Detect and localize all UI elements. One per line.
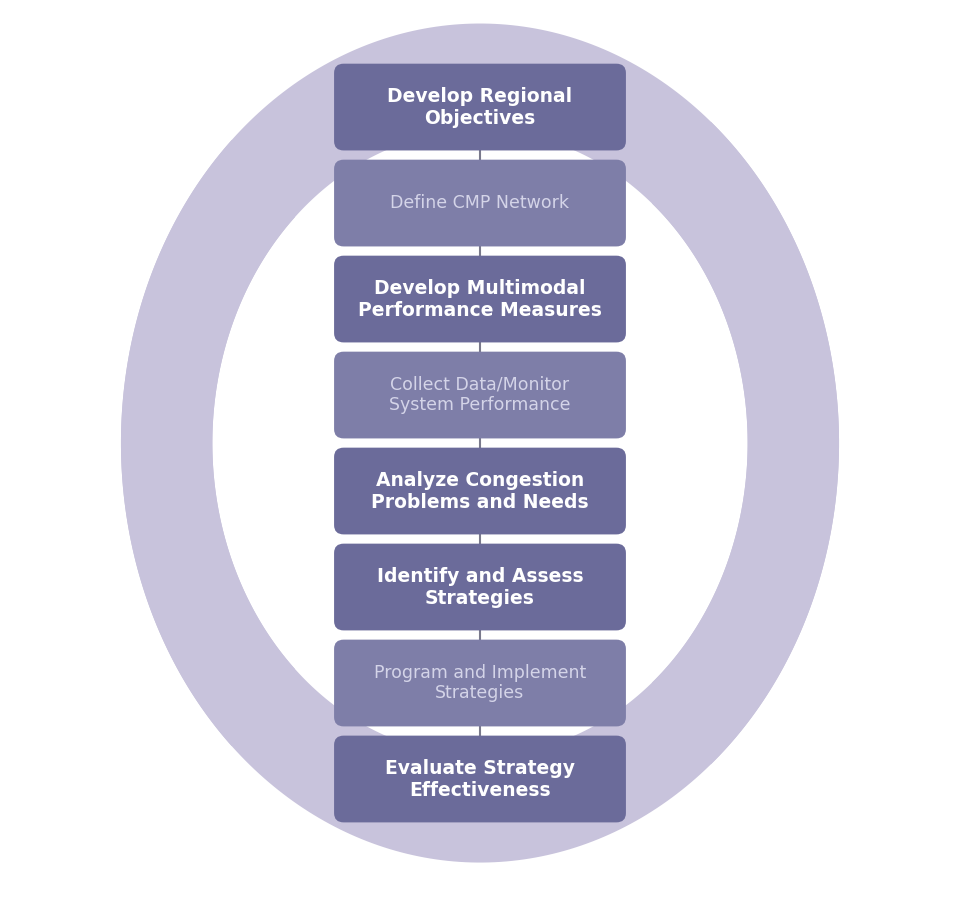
Text: Define CMP Network: Define CMP Network xyxy=(391,194,569,212)
FancyBboxPatch shape xyxy=(334,160,626,246)
Text: Develop Regional
Objectives: Develop Regional Objectives xyxy=(388,87,572,127)
FancyBboxPatch shape xyxy=(334,352,626,438)
Text: Program and Implement
Strategies: Program and Implement Strategies xyxy=(373,664,587,702)
FancyBboxPatch shape xyxy=(334,448,626,534)
Text: Identify and Assess
Strategies: Identify and Assess Strategies xyxy=(376,567,584,607)
FancyBboxPatch shape xyxy=(334,736,626,822)
Polygon shape xyxy=(268,700,316,760)
Polygon shape xyxy=(242,139,290,198)
FancyBboxPatch shape xyxy=(334,640,626,726)
Polygon shape xyxy=(121,23,839,764)
Text: Collect Data/Monitor
System Performance: Collect Data/Monitor System Performance xyxy=(389,376,571,414)
Text: Analyze Congestion
Problems and Needs: Analyze Congestion Problems and Needs xyxy=(372,471,588,511)
Text: Develop Multimodal
Performance Measures: Develop Multimodal Performance Measures xyxy=(358,279,602,319)
Text: Evaluate Strategy
Effectiveness: Evaluate Strategy Effectiveness xyxy=(385,759,575,799)
FancyBboxPatch shape xyxy=(334,64,626,150)
Polygon shape xyxy=(121,122,839,863)
FancyBboxPatch shape xyxy=(334,256,626,342)
FancyBboxPatch shape xyxy=(334,544,626,630)
